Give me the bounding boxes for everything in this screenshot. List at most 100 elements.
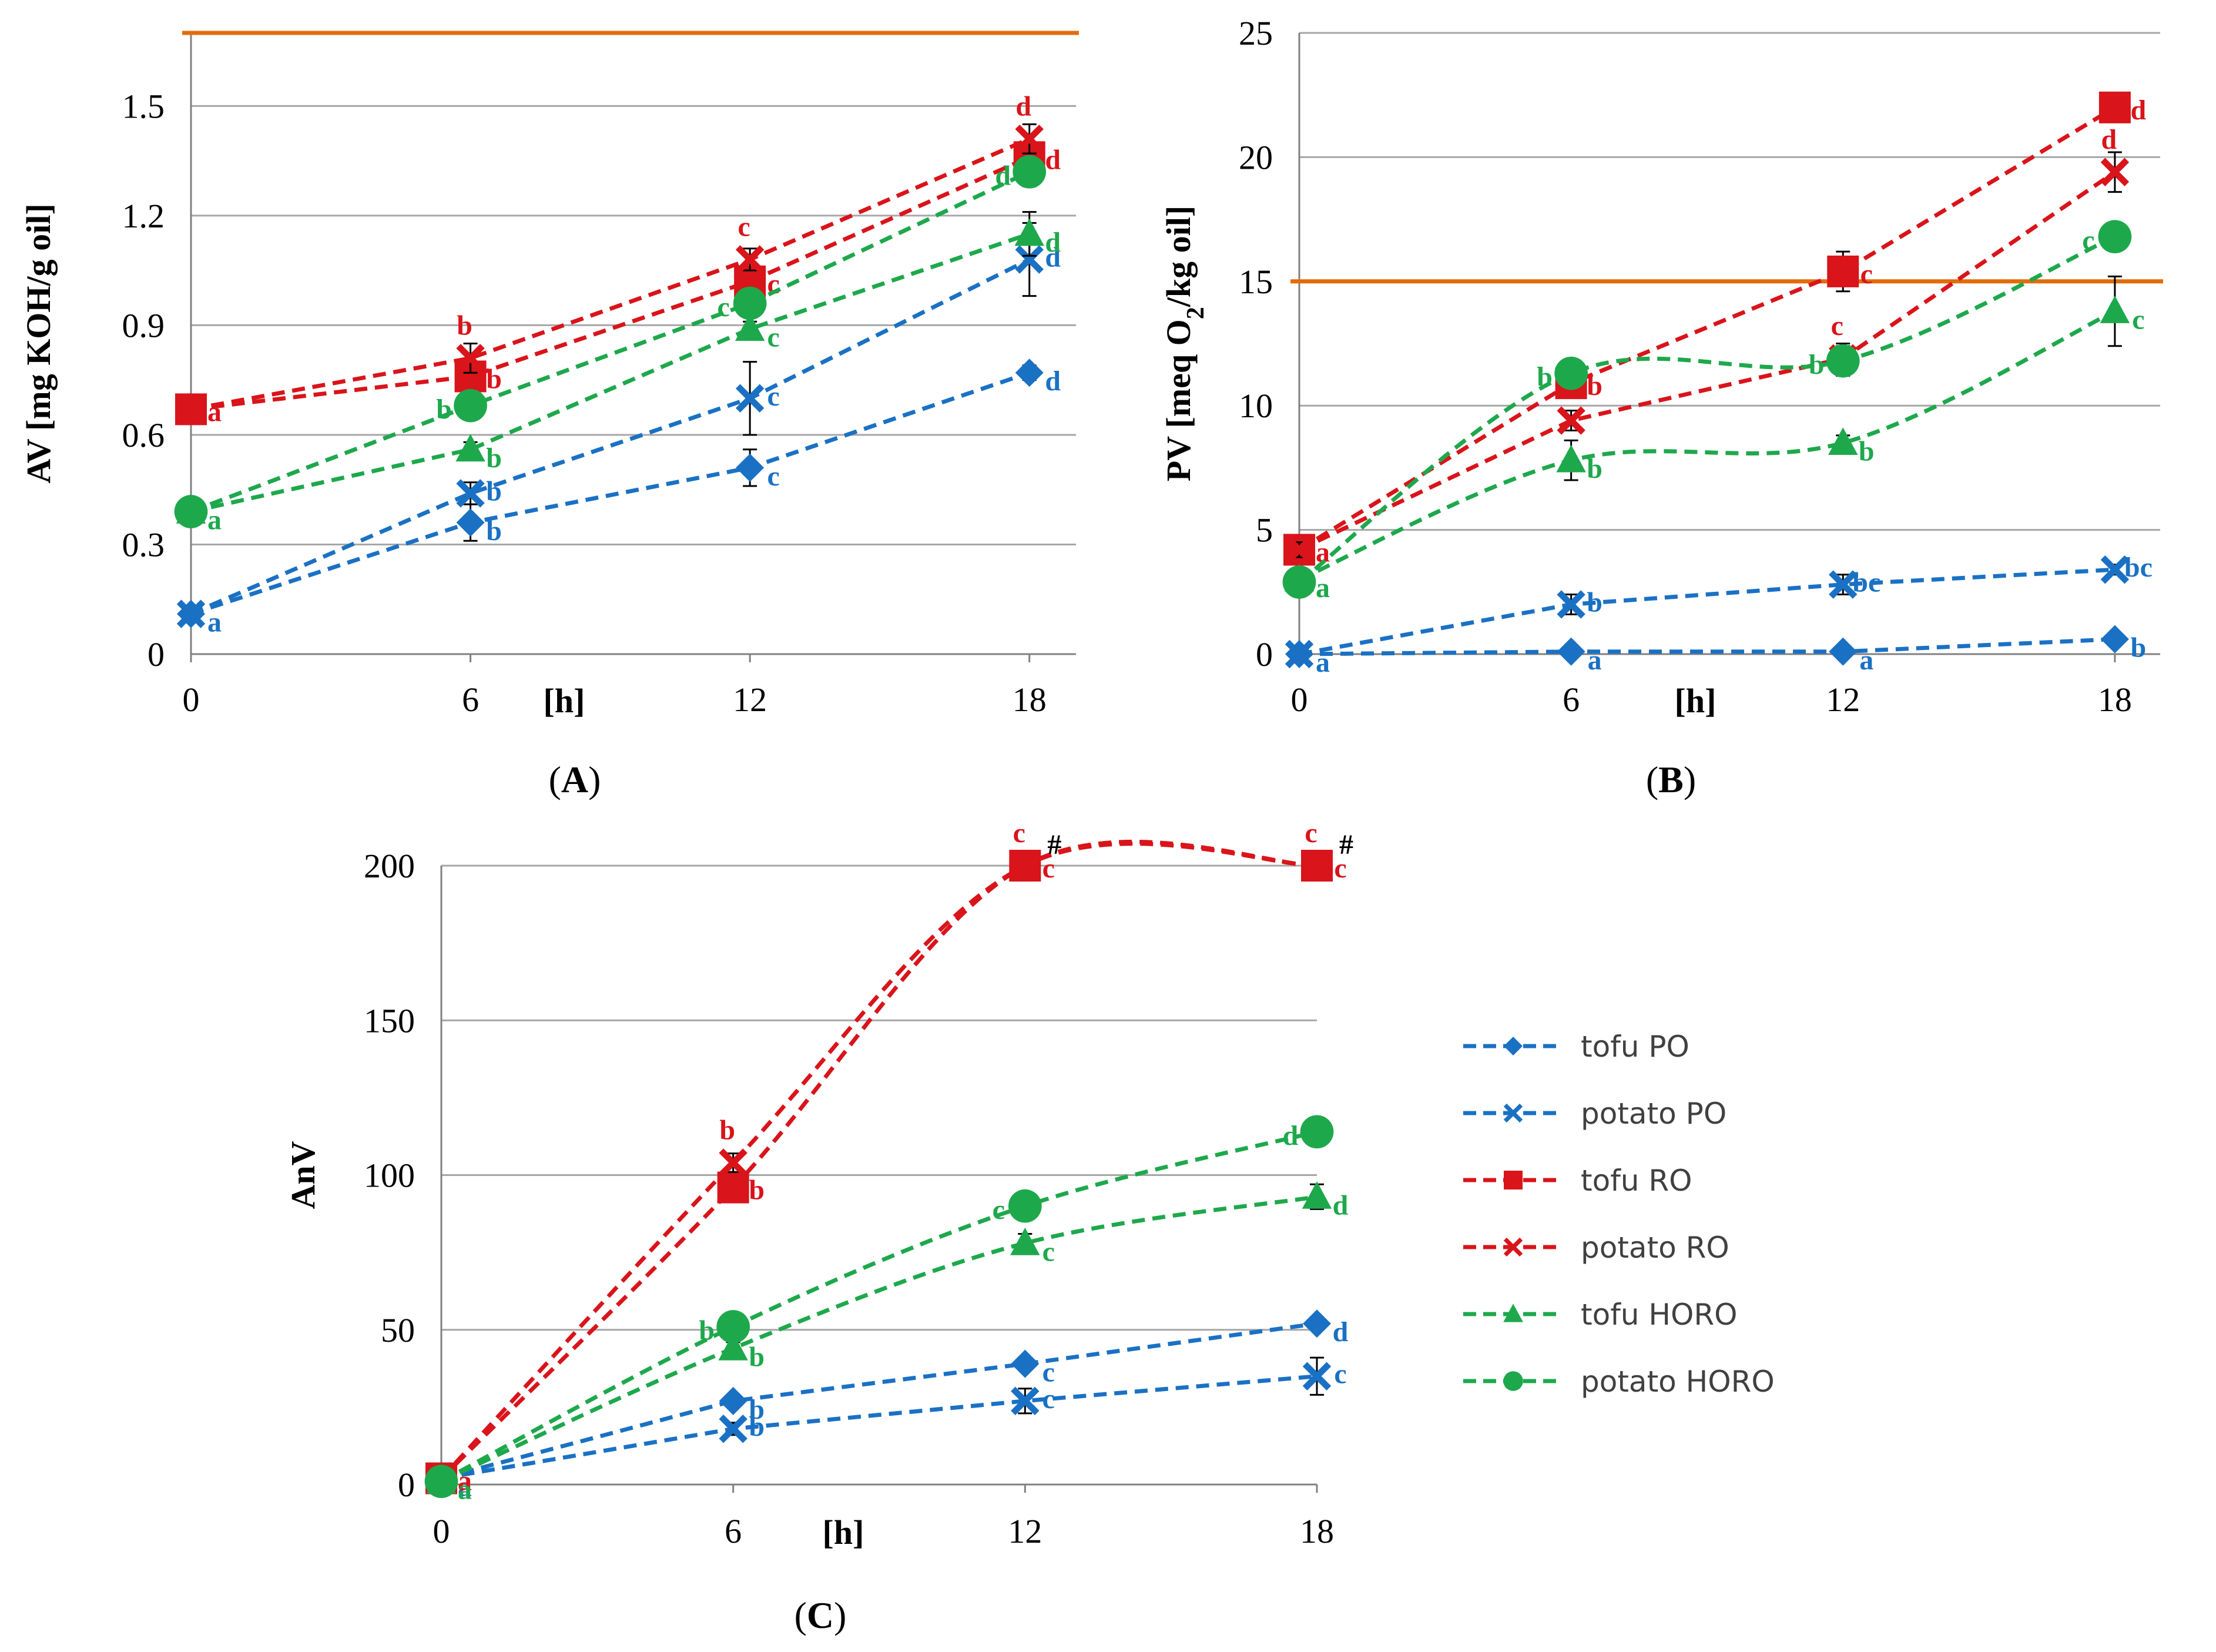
significance-label: c (1013, 817, 1025, 849)
significance-label: b (1859, 436, 1875, 467)
y-tick-label: 0 (1256, 635, 1273, 673)
y-tick-label: 0.9 (122, 306, 165, 344)
significance-label: a (207, 396, 222, 427)
legend-label: potato HORO (1581, 1365, 1775, 1399)
significance-label: bc (2124, 552, 2153, 583)
data-point (717, 1171, 749, 1204)
y-axis-label-part: 2 (1182, 307, 1209, 319)
data-point (1300, 1115, 1334, 1149)
x-axis-label: [h] (823, 1513, 864, 1552)
y-axis-label: AnV (284, 1141, 322, 1209)
data-point (735, 245, 765, 274)
x-tick-label: 12 (1008, 1512, 1042, 1550)
significance-label: bc (1852, 567, 1880, 598)
data-point (1829, 570, 1858, 599)
significance-label: d (1045, 144, 1061, 175)
significance-label: c (1334, 853, 1346, 884)
y-tick-label: 150 (364, 1001, 415, 1040)
y-tick-label: 50 (381, 1311, 415, 1349)
data-point (1015, 125, 1044, 153)
panel-label-part: B (1658, 759, 1684, 800)
legend-marker (1503, 1371, 1523, 1391)
series-line (190, 170, 1031, 514)
significance-label: b (749, 1411, 765, 1442)
panel-label-A: (A) (549, 759, 601, 800)
y-tick-label: 20 (1239, 138, 1273, 176)
data-point (1557, 590, 1585, 619)
x-tick-label: 6 (725, 1512, 742, 1550)
legend-label: tofu PO (1581, 1030, 1689, 1064)
series-line (440, 1194, 1317, 1483)
y-tick-label: 0 (398, 1466, 415, 1504)
significance-label: a (207, 505, 222, 536)
data-point (1303, 1309, 1331, 1338)
series-potato-po: b c d (176, 222, 1061, 628)
panel-label-part: ) (834, 1594, 846, 1636)
significance-label: d (1015, 91, 1031, 122)
significance-label: b (1537, 361, 1553, 393)
y-tick-label: 1.5 (122, 87, 165, 125)
series-line (1298, 309, 2116, 582)
data-point (174, 495, 208, 528)
y-axis-label: PV [meq O2/kg oil] (1159, 206, 1209, 481)
series-potato-horo: b bc (1282, 220, 2132, 599)
legend-marker (1504, 1037, 1523, 1055)
series-tofu-ro: abc c (425, 839, 1347, 1496)
x-tick-label: 12 (733, 681, 767, 719)
series-potato-horo: b c d (174, 155, 1047, 528)
series-line (440, 842, 1317, 1480)
legend-label: potato PO (1581, 1097, 1726, 1131)
x-tick-label: 18 (1300, 1512, 1334, 1550)
series-potato-ro: b c d (176, 91, 1044, 424)
significance-label: c (767, 461, 780, 492)
data-point (1829, 637, 1858, 666)
chart-panel-A: 0 0.3 0.6 0.9 1.2 1.5 0 6 12 18 [h] AV [mg KOH/g oi… (19, 31, 1079, 800)
significance-label: b (486, 363, 502, 394)
x-tick-label: 6 (462, 681, 479, 719)
x-tick-label: 0 (433, 1512, 450, 1550)
annotation-mark: # (1339, 829, 1353, 860)
significance-label: b (486, 443, 502, 474)
significance-label: d (1333, 1189, 1349, 1221)
data-point (1557, 406, 1585, 435)
x-tick-label: 0 (183, 681, 200, 719)
y-tick-label: 100 (364, 1157, 415, 1195)
significance-label: b (1809, 349, 1825, 380)
significance-label: c (993, 1194, 1005, 1225)
series-potato-po: bcc (427, 1356, 1347, 1493)
series-line (1298, 234, 2116, 584)
data-point (1011, 1349, 1040, 1378)
series-potato-po: b bc bc (1285, 552, 2153, 669)
x-axis-label: [h] (1675, 682, 1717, 720)
legend-item: tofu RO (1463, 1164, 1692, 1198)
y-tick-label: 10 (1239, 387, 1273, 425)
significance-label: b (1587, 587, 1603, 618)
significance-label: a (1316, 647, 1330, 678)
significance-label: d (1045, 227, 1061, 258)
data-point (1554, 356, 1588, 390)
series-line (190, 155, 1031, 411)
y-axis-label-part: /kg oil] (1159, 206, 1198, 307)
y-axis-label-part: AV [mg KOH/g oil] (19, 203, 58, 483)
significance-label: b (457, 310, 472, 341)
series-line (440, 1130, 1317, 1483)
data-point (1014, 218, 1044, 246)
data-point (719, 1148, 747, 1177)
data-point (2100, 625, 2129, 654)
data-point (455, 434, 485, 462)
data-point (2098, 220, 2132, 254)
data-point (1282, 565, 1316, 599)
y-tick-label: 1.2 (122, 197, 165, 235)
panel-label-part: ) (588, 759, 601, 800)
series-line (441, 1374, 1317, 1480)
significance-label: c (767, 381, 780, 412)
data-point (735, 313, 765, 341)
significance-label: c (1042, 853, 1055, 884)
legend-marker (1503, 1303, 1523, 1322)
annotation-mark: # (1047, 829, 1061, 860)
panel-label-part: C (807, 1594, 834, 1636)
legend-item: potato HORO (1463, 1365, 1775, 1399)
data-point (716, 1310, 750, 1343)
